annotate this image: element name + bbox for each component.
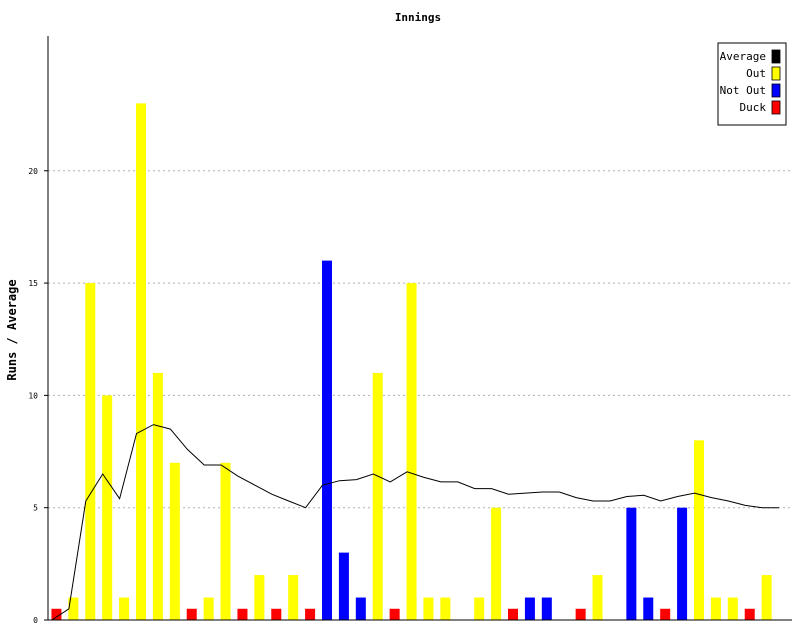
- bar-out: [423, 597, 434, 620]
- bar-duck: [660, 608, 671, 620]
- bar-out: [727, 597, 738, 620]
- bar-out: [203, 597, 214, 620]
- bar-out: [474, 597, 485, 620]
- bar-duck: [186, 608, 197, 620]
- bar-out: [440, 597, 451, 620]
- bar-not-out: [677, 507, 688, 620]
- bar-duck: [389, 608, 400, 620]
- legend-swatch: [771, 83, 781, 98]
- bar-out: [136, 103, 146, 620]
- bars: [51, 103, 772, 620]
- bar-out: [710, 597, 721, 620]
- legend-label: Duck: [740, 101, 767, 114]
- gridlines: [48, 170, 792, 509]
- chart-title: Innings: [395, 11, 441, 24]
- bar-out: [119, 597, 130, 620]
- bar-duck: [508, 608, 518, 620]
- bar-out: [592, 575, 603, 620]
- bar-out: [254, 575, 265, 620]
- bar-not-out: [626, 507, 637, 620]
- y-tick-label: 10: [28, 391, 38, 400]
- bar-duck: [237, 608, 248, 620]
- bar-out: [491, 507, 502, 620]
- bar-out: [102, 395, 113, 620]
- bar-out: [761, 575, 772, 620]
- bar-not-out: [322, 260, 332, 620]
- bar-out: [169, 462, 180, 620]
- y-tick-label: 20: [28, 167, 38, 176]
- legend-swatch: [771, 100, 781, 115]
- average-line: [51, 424, 780, 621]
- bar-out: [220, 462, 231, 620]
- y-tick-label: 0: [33, 616, 38, 625]
- bar-duck: [575, 608, 586, 620]
- legend: Average Out Not Out Duck: [717, 42, 787, 126]
- average-line-group: [51, 424, 780, 621]
- y-tick-label: 15: [28, 279, 38, 288]
- bar-out: [406, 283, 417, 620]
- bar-out: [372, 372, 383, 620]
- bar-not-out: [355, 597, 366, 620]
- bar-duck: [744, 608, 755, 620]
- bar-out: [152, 372, 163, 620]
- bar-not-out: [541, 597, 552, 620]
- y-axis-label: Runs / Average: [5, 279, 19, 380]
- bar-out: [694, 440, 704, 620]
- axes: 0 5 10 15 20: [28, 36, 792, 625]
- bar-duck: [305, 608, 316, 620]
- bar-not-out: [338, 552, 349, 620]
- legend-swatch: [771, 49, 781, 64]
- y-tick-label: 5: [33, 504, 38, 513]
- legend-swatch: [771, 66, 781, 81]
- bar-duck: [271, 608, 282, 620]
- bar-duck: [51, 608, 62, 620]
- bar-not-out: [643, 597, 654, 620]
- legend-label: Out: [746, 67, 766, 80]
- legend-label: Not Out: [720, 84, 766, 97]
- bar-not-out: [524, 597, 535, 620]
- legend-label: Average: [720, 50, 766, 63]
- bar-out: [288, 575, 299, 620]
- bar-out: [85, 283, 96, 620]
- bar-out: [68, 597, 79, 620]
